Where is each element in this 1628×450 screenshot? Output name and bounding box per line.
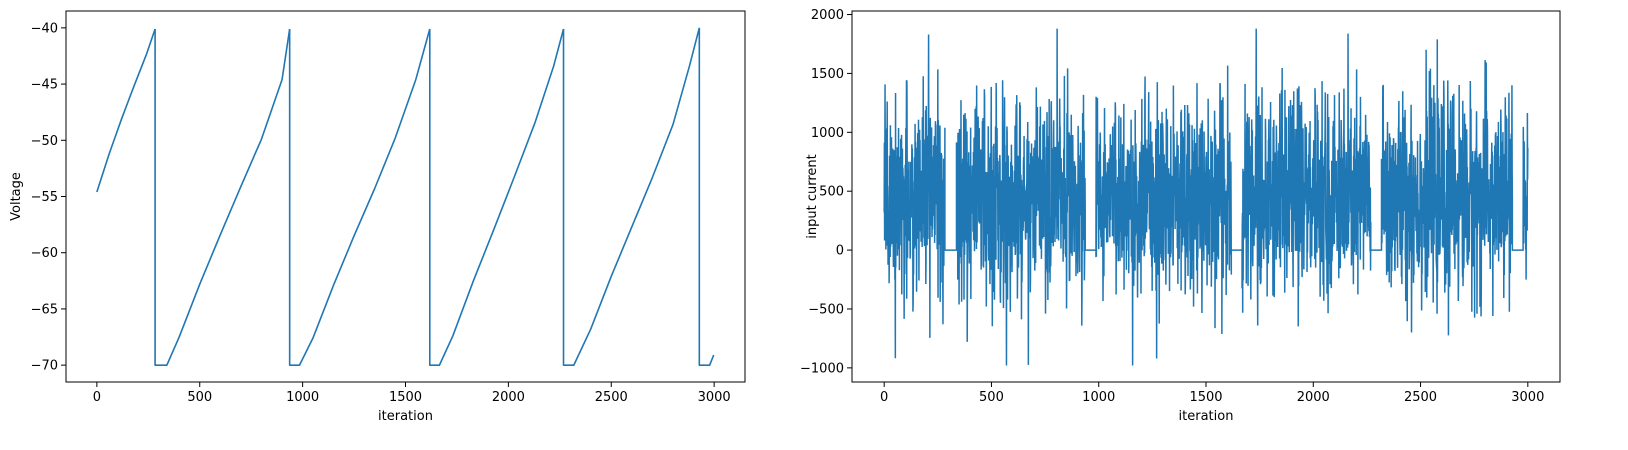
current-xtick-label: 2000 bbox=[1297, 390, 1330, 405]
current-ytick-label: −1000 bbox=[800, 361, 844, 376]
current-xtick-label: 500 bbox=[979, 390, 1004, 405]
voltage-line-segment-2 bbox=[288, 28, 431, 366]
voltage-xtick-label: 3000 bbox=[698, 390, 731, 405]
voltage-chart: 0 500 1000 1500 2000 2500 3000 −70 −65 −60 −55 −50 −… bbox=[9, 10, 746, 424]
voltage-line-segment-5 bbox=[698, 27, 715, 366]
voltage-ytick-label: −50 bbox=[31, 134, 58, 149]
input-current-chart: 0 500 1000 1500 2000 2500 3000 −1000 −500 0 500 100… bbox=[800, 8, 1561, 424]
current-ytick-label: 1500 bbox=[811, 67, 844, 82]
current-ytick-label: 0 bbox=[836, 244, 844, 259]
voltage-ylabel: Voltage bbox=[9, 172, 24, 221]
voltage-ytick-label: −60 bbox=[31, 246, 58, 261]
current-xtick-label: 1500 bbox=[1189, 390, 1222, 405]
current-xtick-label: 0 bbox=[880, 390, 888, 405]
voltage-ytick-label: −70 bbox=[31, 359, 58, 374]
voltage-xtick-label: 1500 bbox=[389, 390, 422, 405]
current-line bbox=[883, 28, 1529, 366]
current-ylabel: input current bbox=[805, 154, 820, 238]
voltage-xtick-label: 2000 bbox=[492, 390, 525, 405]
current-xtick-label: 1000 bbox=[1082, 390, 1115, 405]
voltage-xtick-label: 0 bbox=[93, 390, 101, 405]
voltage-line-segment-4 bbox=[562, 27, 701, 366]
voltage-frame bbox=[65, 10, 746, 383]
voltage-ytick-label: −40 bbox=[31, 21, 58, 36]
voltage-ytick-label: −55 bbox=[31, 190, 58, 205]
voltage-line-segment-1 bbox=[154, 28, 291, 366]
voltage-ytick-label: −65 bbox=[31, 302, 58, 317]
voltage-xtick-label: 1000 bbox=[286, 390, 319, 405]
voltage-line-segment-0 bbox=[96, 28, 156, 193]
voltage-xtick-label: 2500 bbox=[595, 390, 628, 405]
current-ytick-label: 500 bbox=[819, 185, 844, 200]
current-ytick-label: 1000 bbox=[811, 126, 844, 141]
voltage-ytick-label: −45 bbox=[31, 78, 58, 93]
current-xlabel: iteration bbox=[1179, 409, 1234, 424]
current-xtick-label: 2500 bbox=[1404, 390, 1437, 405]
voltage-line-segment-3 bbox=[428, 28, 565, 366]
voltage-xtick-label: 500 bbox=[187, 390, 212, 405]
current-frame bbox=[851, 10, 1561, 383]
current-ytick-label: 2000 bbox=[811, 8, 844, 23]
current-xtick-label: 3000 bbox=[1511, 390, 1544, 405]
current-ytick-label: −500 bbox=[808, 302, 844, 317]
voltage-xlabel: iteration bbox=[378, 409, 433, 424]
